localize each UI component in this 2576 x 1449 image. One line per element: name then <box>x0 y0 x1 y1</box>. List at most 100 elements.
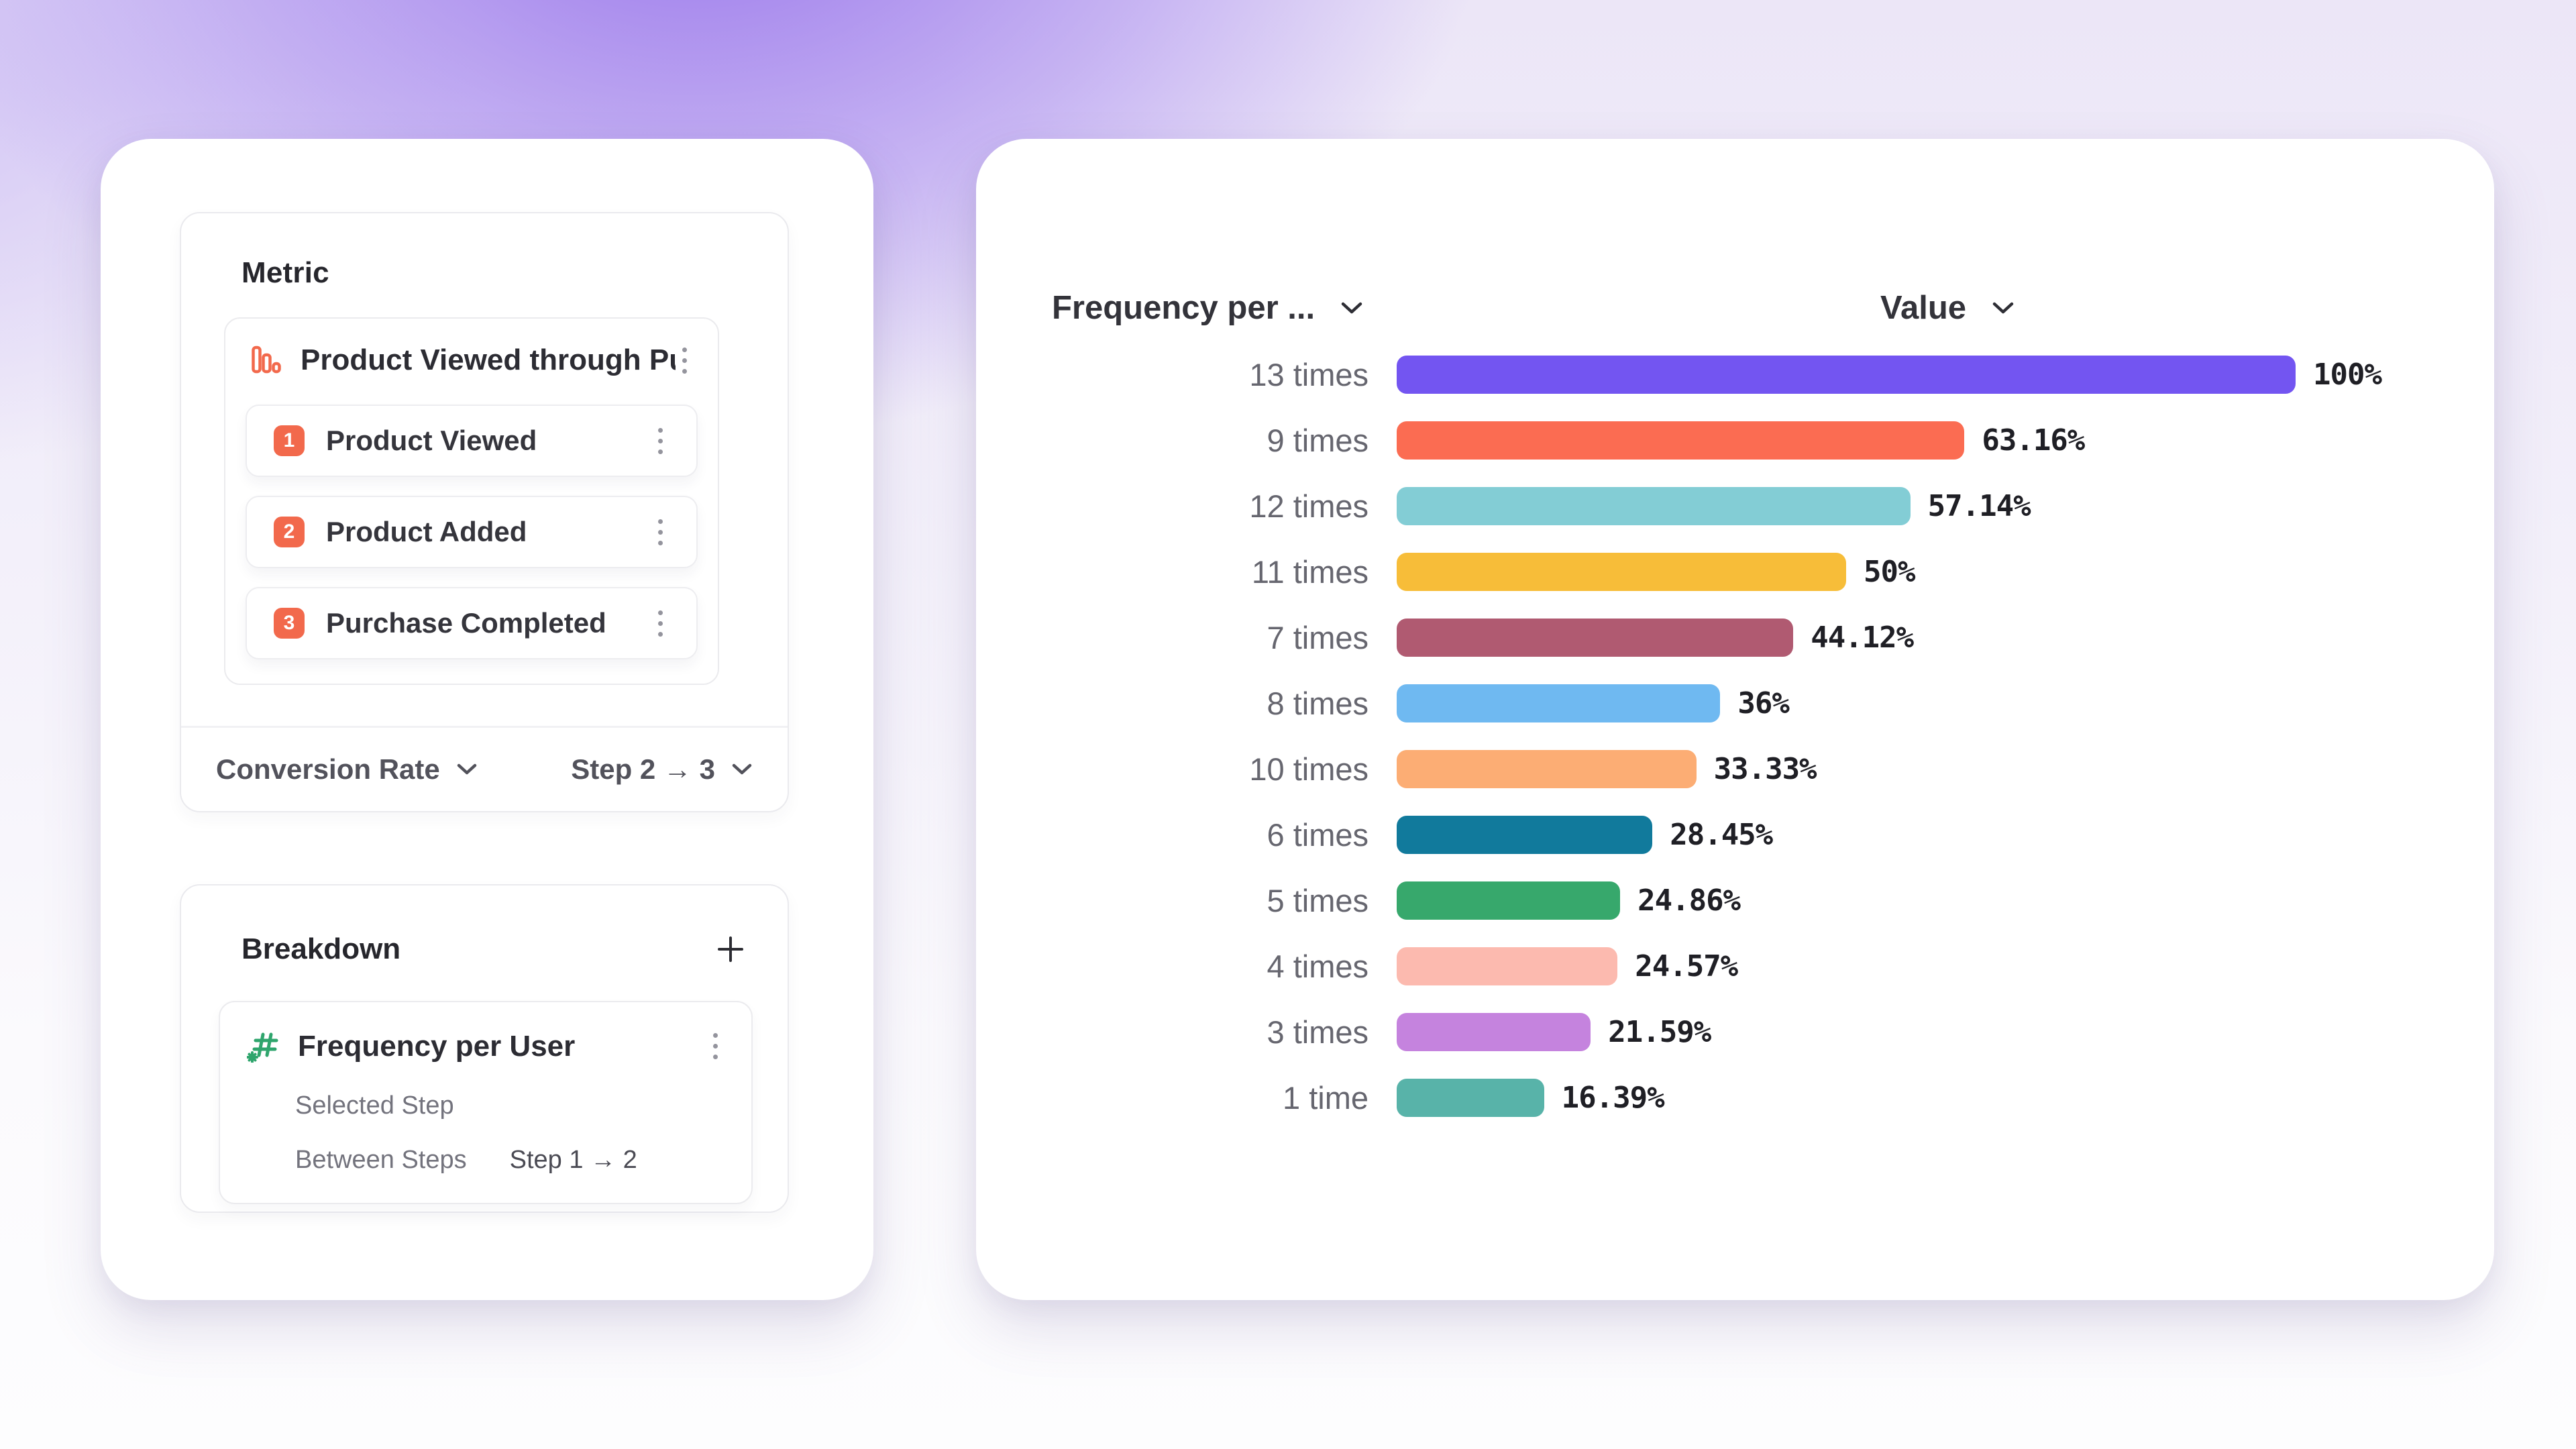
metric-card: Metric Product Viewed through Purch... <box>180 212 789 812</box>
chart-row: 10 times 33.33% <box>1052 736 2381 802</box>
metric-footer-divider <box>181 726 788 728</box>
chart-bar-value: 21.59% <box>1608 1014 1711 1049</box>
chart-bar[interactable] <box>1397 815 1653 854</box>
chart-panel: Frequency per ... Value 13 times 100% <box>976 139 2494 1300</box>
step-label: Product Viewed <box>326 425 537 456</box>
funnel-step-row-2[interactable]: 2 Product Added <box>246 496 698 568</box>
chart-row-label: 12 times <box>1249 488 1368 524</box>
chart-row-track: 44.12% <box>1397 618 1914 657</box>
chart-bar-value: 50% <box>1864 554 1915 589</box>
funnel-name: Product Viewed through Purch... <box>301 343 676 376</box>
value-column-header-label: Value <box>1880 290 1967 326</box>
step-number-badge: 1 <box>274 425 305 456</box>
breakdown-card-title: Breakdown <box>241 932 401 965</box>
chart-row-track: 36% <box>1397 684 1790 722</box>
chart-bar[interactable] <box>1397 881 1621 920</box>
chart-row: 11 times 50% <box>1052 539 2381 604</box>
breakdown-property-name: Frequency per User <box>298 1029 576 1063</box>
chart-bar[interactable] <box>1397 618 1794 657</box>
between-steps-row[interactable]: Between Steps Step 1 → 2 <box>247 1146 724 1175</box>
chart-row: 5 times 24.86% <box>1052 867 2381 933</box>
step-range-dropdown[interactable]: Step 2 → 3 <box>571 753 753 786</box>
chart-row-track: 63.16% <box>1397 421 2085 460</box>
chart-row: 7 times 44.12% <box>1052 604 2381 670</box>
chart-row-label: 1 time <box>1283 1079 1368 1116</box>
chevron-down-icon <box>1992 301 2015 315</box>
step-kebab-menu-icon[interactable] <box>651 421 669 461</box>
between-steps-value: Step 1 → 2 <box>509 1146 637 1174</box>
funnel-kebab-menu-icon[interactable] <box>676 341 694 380</box>
chart-bar-value: 36% <box>1737 686 1789 720</box>
metric-card-title: Metric <box>241 256 329 289</box>
chart-row-track: 16.39% <box>1397 1078 1665 1117</box>
chart-bar-value: 100% <box>2313 357 2382 392</box>
chart-row-label: 4 times <box>1267 948 1369 984</box>
chart-bar-value: 16.39% <box>1561 1080 1665 1115</box>
step-kebab-menu-icon[interactable] <box>651 604 669 643</box>
step-label: Product Added <box>326 516 527 547</box>
chart-bar-value: 24.57% <box>1635 949 1738 983</box>
chart-row-track: 24.86% <box>1397 881 1741 920</box>
chevron-down-icon <box>1340 301 1363 315</box>
add-breakdown-button[interactable] <box>715 934 746 965</box>
selected-step-row[interactable]: Selected Step <box>247 1091 724 1120</box>
chart-row: 3 times 21.59% <box>1052 999 2381 1065</box>
conversion-rate-label: Conversion Rate <box>216 753 440 785</box>
chart-row-label: 8 times <box>1267 685 1369 721</box>
funnel-definition-card: Product Viewed through Purch... 1 Produc… <box>224 317 719 685</box>
chart-row: 4 times 24.57% <box>1052 933 2381 999</box>
chart-bar[interactable] <box>1397 486 1911 525</box>
funnel-chart-icon <box>251 345 282 376</box>
funnel-step-row-3[interactable]: 3 Purchase Completed <box>246 587 698 659</box>
breakdown-kebab-menu-icon[interactable] <box>706 1026 724 1066</box>
chart-row-label: 3 times <box>1267 1014 1369 1050</box>
step-number-badge: 3 <box>274 608 305 639</box>
chart-row-label: 11 times <box>1251 553 1368 590</box>
step-range-label: Step 2 → 3 <box>571 753 715 785</box>
chevron-down-icon <box>731 763 753 776</box>
chart-row-track: 57.14% <box>1397 486 2031 525</box>
chart-row-label: 9 times <box>1267 422 1369 458</box>
chart-bar[interactable] <box>1397 684 1721 722</box>
step-number-badge: 2 <box>274 517 305 547</box>
chart-row-label: 5 times <box>1267 882 1369 918</box>
metric-footer: Conversion Rate Step 2 → 3 <box>181 728 788 811</box>
chart-bar-value: 63.16% <box>1982 423 2085 458</box>
chart-row: 12 times 57.14% <box>1052 473 2381 539</box>
chart-bar[interactable] <box>1397 1012 1591 1051</box>
funnel-steps-list: 1 Product Viewed 2 Product Added 3 Purch… <box>246 405 698 659</box>
chart-row-label: 10 times <box>1249 751 1368 787</box>
chart-row: 6 times 28.45% <box>1052 802 2381 867</box>
selected-step-label: Selected Step <box>295 1091 454 1120</box>
step-label: Purchase Completed <box>326 607 606 639</box>
value-column-header[interactable]: Value <box>1880 289 2015 327</box>
chart-bar-value: 28.45% <box>1670 817 1773 852</box>
conversion-rate-dropdown[interactable]: Conversion Rate <box>216 753 478 786</box>
chart-bar[interactable] <box>1397 552 1846 591</box>
funnel-header-row[interactable]: Product Viewed through Purch... <box>225 340 718 380</box>
funnel-step-row-1[interactable]: 1 Product Viewed <box>246 405 698 477</box>
chevron-down-icon <box>456 763 478 776</box>
chart-row-track: 21.59% <box>1397 1012 1711 1051</box>
chart-bar[interactable] <box>1397 421 1965 460</box>
chart-row-label: 7 times <box>1267 619 1369 655</box>
chart-row-label: 6 times <box>1267 816 1369 853</box>
breakdown-item-header: Frequency per User <box>247 1026 724 1066</box>
chart-bar[interactable] <box>1397 749 1697 788</box>
breakdown-column-header-label: Frequency per ... <box>1052 290 1316 326</box>
chart-bar[interactable] <box>1397 355 2296 394</box>
chart-row-track: 33.33% <box>1397 749 1817 788</box>
chart-row-track: 50% <box>1397 552 1915 591</box>
chart-row-label: 13 times <box>1249 356 1368 392</box>
chart-bar[interactable] <box>1397 1078 1544 1117</box>
step-kebab-menu-icon[interactable] <box>651 513 669 552</box>
breakdown-column-header[interactable]: Frequency per ... <box>1052 289 1363 327</box>
chart-row: 9 times 63.16% <box>1052 407 2381 473</box>
chart-row-track: 100% <box>1397 355 2382 394</box>
query-builder-panel: Metric Product Viewed through Purch... <box>101 139 873 1300</box>
chart-bar[interactable] <box>1397 947 1618 985</box>
chart-bar-value: 24.86% <box>1638 883 1741 918</box>
chart-row-track: 24.57% <box>1397 947 1738 985</box>
chart-row: 8 times 36% <box>1052 670 2381 736</box>
breakdown-item-card[interactable]: Frequency per User Selected Step Between… <box>219 1001 753 1204</box>
